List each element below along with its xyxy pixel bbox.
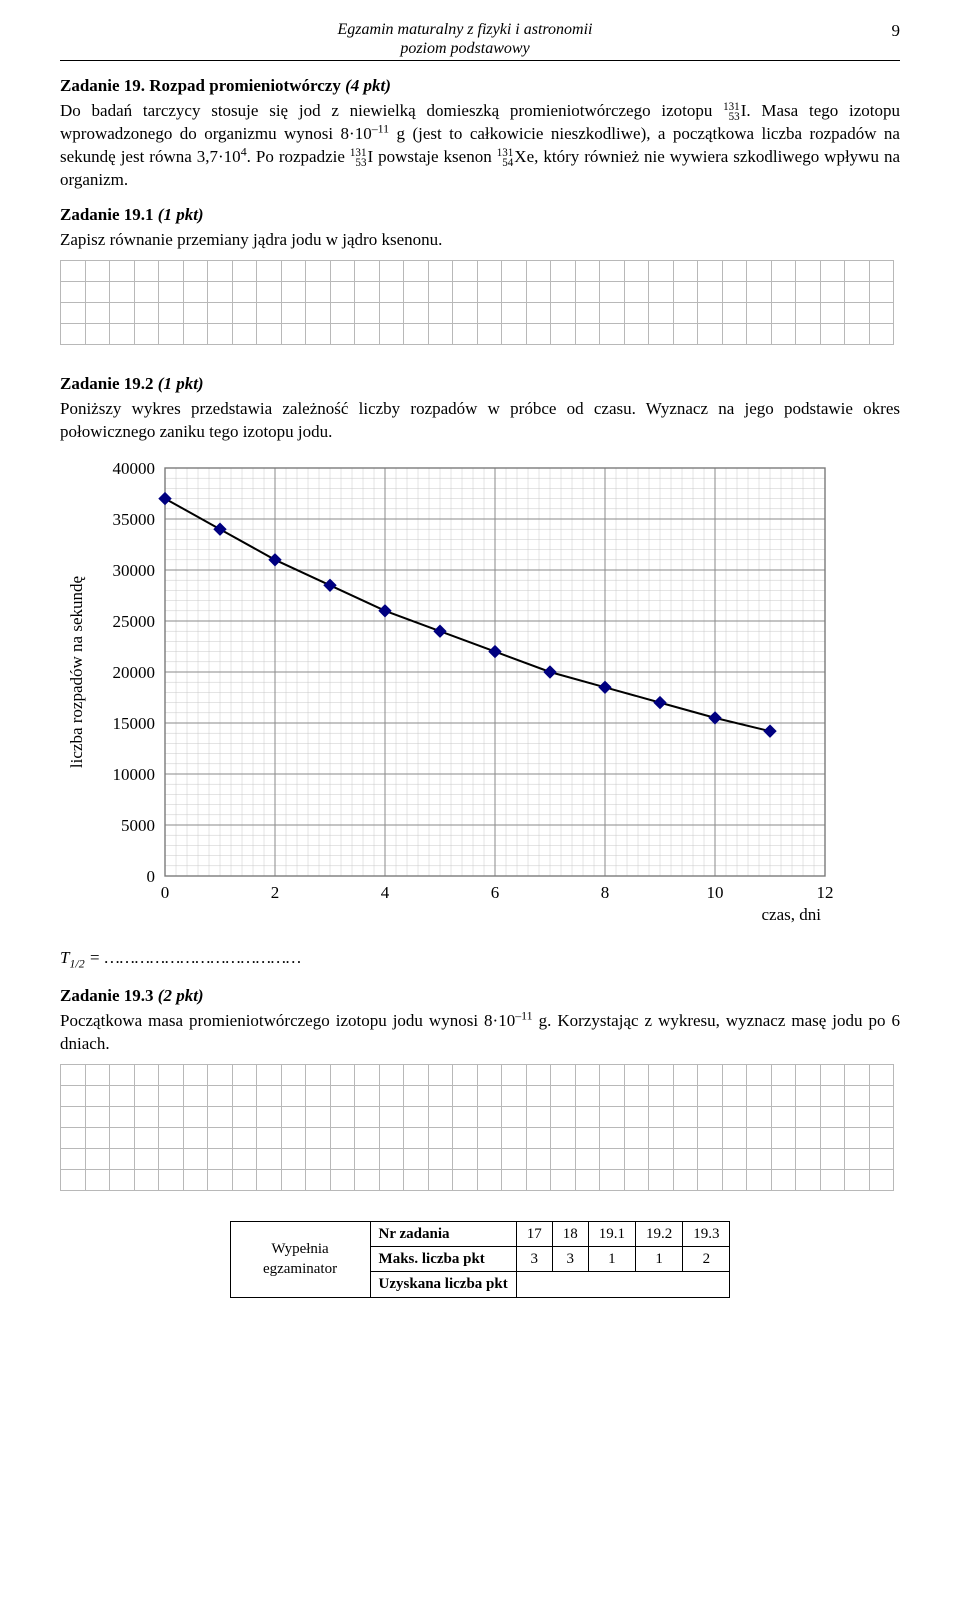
svg-text:10000: 10000 xyxy=(113,765,156,784)
task192-head-bold: Zadanie 19.2 xyxy=(60,374,158,393)
task191-heading: Zadanie 19.1 (1 pkt) xyxy=(60,204,900,227)
col-191: 19.1 xyxy=(588,1221,635,1246)
svg-text:liczba rozpadów na sekundę: liczba rozpadów na sekundę xyxy=(67,576,86,768)
svg-text:4: 4 xyxy=(381,883,390,902)
t19-a: Do badań tarczycy stosuje się jod z niew… xyxy=(60,101,723,120)
task19-heading: Zadanie 19. Rozpad promieniotwórczy (4 p… xyxy=(60,75,900,98)
col-17: 17 xyxy=(516,1221,552,1246)
header-rule xyxy=(60,60,900,61)
svg-text:12: 12 xyxy=(817,883,834,902)
task191-head-bold: Zadanie 19.1 xyxy=(60,205,158,224)
svg-text:15000: 15000 xyxy=(113,714,156,733)
row-label: Maks. liczba pkt xyxy=(370,1247,516,1272)
col-193: 19.3 xyxy=(683,1221,730,1246)
svg-text:0: 0 xyxy=(147,867,156,886)
task192-heading: Zadanie 19.2 (1 pkt) xyxy=(60,373,900,396)
max-18: 3 xyxy=(552,1247,588,1272)
max-193: 2 xyxy=(683,1247,730,1272)
iodine-isotope-icon: 131 53 xyxy=(350,148,367,169)
exam-title-l2: poziom podstawowy xyxy=(400,40,529,57)
task192-body: Poniższy wykres przedstawia zależność li… xyxy=(60,398,900,444)
answer-grid-1 xyxy=(60,260,894,345)
obtained-points xyxy=(516,1272,730,1297)
examiner-table: Wypełnia egzaminator Nr zadania 17 18 19… xyxy=(230,1221,731,1298)
task192-head-ital: (1 pkt) xyxy=(158,374,204,393)
task19-head-ital: (4 pkt) xyxy=(345,76,391,95)
examiner-side-cell: Wypełnia egzaminator xyxy=(230,1221,370,1297)
decay-chart: 0 5000 10000 15000 20000 25000 30000 35000 40000… xyxy=(60,454,900,941)
task193-heading: Zadanie 19.3 (2 pkt) xyxy=(60,985,900,1008)
exam-title-l1: Egzamin maturalny z fizyki i astronomii xyxy=(338,21,593,38)
task191-head-ital: (1 pkt) xyxy=(158,205,204,224)
task19-head-bold: Zadanie 19. Rozpad promieniotwórczy xyxy=(60,76,345,95)
max-17: 3 xyxy=(516,1247,552,1272)
answer-grid-2 xyxy=(60,1064,894,1191)
svg-text:10: 10 xyxy=(707,883,724,902)
page-header: Egzamin maturalny z fizyki i astronomii … xyxy=(60,20,900,58)
decay-chart-svg: 0 5000 10000 15000 20000 25000 30000 35000 40000… xyxy=(60,454,870,934)
svg-text:6: 6 xyxy=(491,883,500,902)
svg-text:40000: 40000 xyxy=(113,459,156,478)
svg-text:30000: 30000 xyxy=(113,561,156,580)
t19-e: powstaje ksenon xyxy=(373,147,497,166)
t193-a: Początkowa masa promieniotwórczego izoto… xyxy=(60,1011,515,1030)
task193-body: Początkowa masa promieniotwórczego izoto… xyxy=(60,1010,900,1056)
exam-title: Egzamin maturalny z fizyki i astronomii … xyxy=(60,20,870,58)
table-row: Wypełnia egzaminator Nr zadania 17 18 19… xyxy=(230,1221,730,1246)
iodine-isotope-icon: 131 53 xyxy=(723,102,740,123)
task193-head-bold: Zadanie 19.3 xyxy=(60,986,158,1005)
task191-body: Zapisz równanie przemiany jądra jodu w j… xyxy=(60,229,900,252)
t19-d: . Po rozpadzie xyxy=(247,147,350,166)
page-number: 9 xyxy=(870,20,900,43)
col-18: 18 xyxy=(552,1221,588,1246)
row-label: Uzyskana liczba pkt xyxy=(370,1272,516,1297)
row-label: Nr zadania xyxy=(370,1221,516,1246)
svg-text:8: 8 xyxy=(601,883,610,902)
svg-text:czas, dni: czas, dni xyxy=(762,905,822,924)
svg-text:2: 2 xyxy=(271,883,280,902)
svg-text:25000: 25000 xyxy=(113,612,156,631)
col-192: 19.2 xyxy=(635,1221,682,1246)
max-191: 1 xyxy=(588,1247,635,1272)
task193-head-ital: (2 pkt) xyxy=(158,986,204,1005)
svg-text:20000: 20000 xyxy=(113,663,156,682)
examiner-table-wrap: Wypełnia egzaminator Nr zadania 17 18 19… xyxy=(60,1221,900,1298)
svg-text:5000: 5000 xyxy=(121,816,155,835)
half-life-answer-line: T1/2 = ………………………………… xyxy=(60,947,900,971)
xenon-isotope-icon: 131 54 xyxy=(497,148,514,169)
svg-text:0: 0 xyxy=(161,883,170,902)
task19-body: Do badań tarczycy stosuje się jod z niew… xyxy=(60,100,900,192)
max-192: 1 xyxy=(635,1247,682,1272)
svg-text:35000: 35000 xyxy=(113,510,156,529)
